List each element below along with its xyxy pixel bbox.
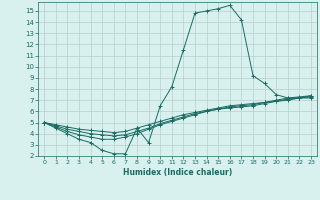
X-axis label: Humidex (Indice chaleur): Humidex (Indice chaleur) <box>123 168 232 177</box>
